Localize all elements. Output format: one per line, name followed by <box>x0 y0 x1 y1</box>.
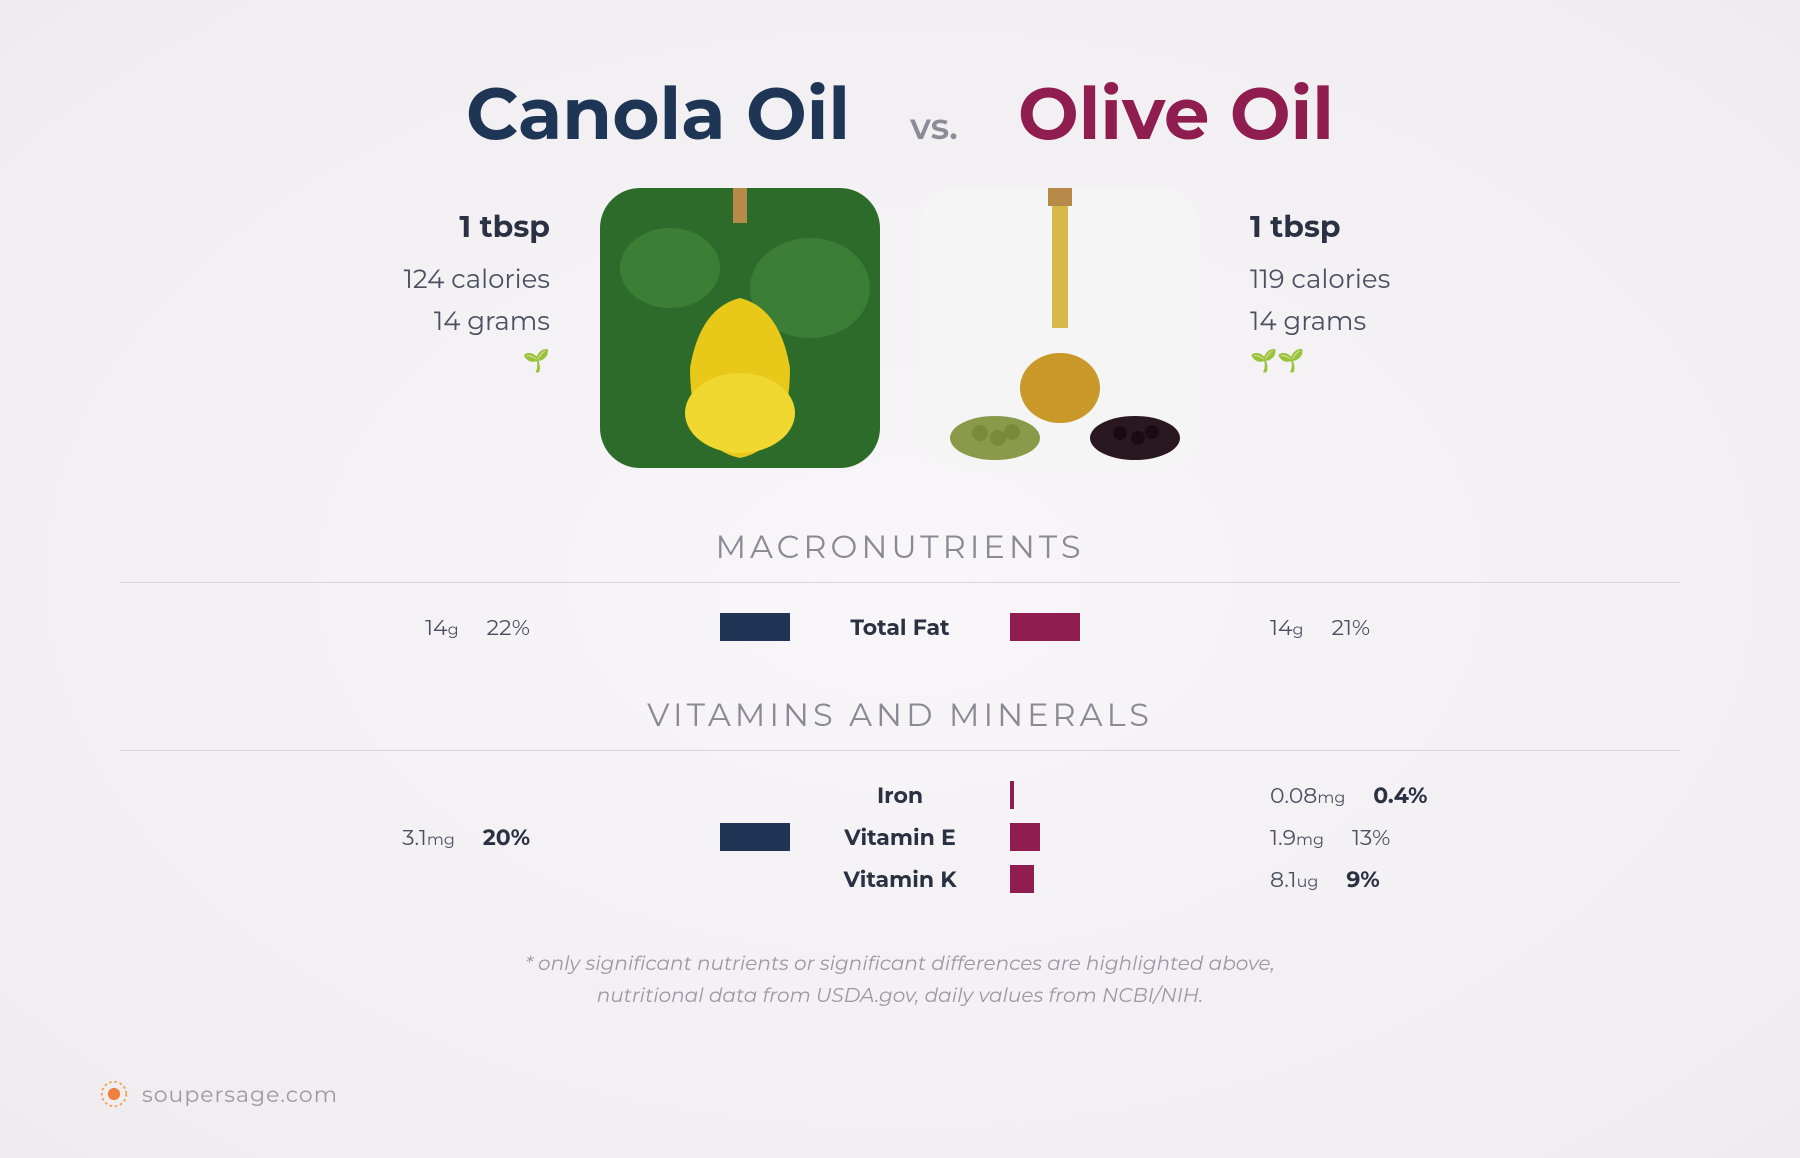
nutrient-name: Iron <box>790 782 1010 809</box>
nutrient-right-value: 14g21% <box>1230 614 1680 641</box>
divider <box>120 582 1680 583</box>
macro-section-title: MACRONUTRIENTS <box>120 528 1680 567</box>
vitamins-section-title: VITAMINS AND MINERALS <box>120 696 1680 735</box>
macro-section: MACRONUTRIENTS 14g22% Total Fat 14g21% <box>120 528 1680 641</box>
left-leaves: 🌱 <box>280 347 550 374</box>
nutrient-right-value: 1.9mg13% <box>1230 824 1680 851</box>
nutrient-row: 3.1mg20% Vitamin E 1.9mg13% <box>120 823 1680 851</box>
left-product-title: Canola Oil <box>466 70 850 158</box>
nutrient-row: 14g22% Total Fat 14g21% <box>120 613 1680 641</box>
nutrient-right-bar <box>1010 781 1230 809</box>
right-stats: 1 tbsp 119 calories 14 grams 🌱🌱 <box>1220 188 1520 374</box>
nutrient-right-value: 0.08mg0.4% <box>1230 782 1680 809</box>
nutrient-right-value: 8.1ug9% <box>1230 866 1680 893</box>
footnote: * only significant nutrients or signific… <box>120 948 1680 1012</box>
vitamins-section: VITAMINS AND MINERALS Iron 0.08mg0.4% 3.1m… <box>120 696 1680 893</box>
nutrient-name: Vitamin E <box>790 824 1010 851</box>
nutrient-left-value: 14g22% <box>120 614 570 641</box>
nutrient-left-bar <box>570 781 790 809</box>
nutrient-right-bar <box>1010 613 1230 641</box>
comparison-header: Canola Oil vs. Olive Oil <box>120 70 1680 158</box>
brand-text: soupersage.com <box>142 1081 338 1108</box>
right-grams: 14 grams <box>1250 305 1520 337</box>
nutrient-left-bar <box>570 613 790 641</box>
right-leaves: 🌱🌱 <box>1250 347 1520 374</box>
nutrient-left-bar <box>570 823 790 851</box>
right-calories: 119 calories <box>1250 263 1520 295</box>
vs-label: vs. <box>910 105 958 149</box>
right-serving: 1 tbsp <box>1250 208 1520 245</box>
left-calories: 124 calories <box>280 263 550 295</box>
left-serving: 1 tbsp <box>280 208 550 245</box>
left-grams: 14 grams <box>280 305 550 337</box>
nutrient-right-bar <box>1010 823 1230 851</box>
right-product-title: Olive Oil <box>1018 70 1334 158</box>
right-product-image <box>920 188 1200 468</box>
nutrient-left-value: 3.1mg20% <box>120 824 570 851</box>
nutrient-left-bar <box>570 865 790 893</box>
left-stats: 1 tbsp 124 calories 14 grams 🌱 <box>280 188 580 374</box>
left-product-image <box>600 188 880 468</box>
footnote-line2: nutritional data from USDA.gov, daily va… <box>120 980 1680 1012</box>
nutrient-right-bar <box>1010 865 1230 893</box>
nutrient-row: Iron 0.08mg0.4% <box>120 781 1680 809</box>
nutrient-name: Vitamin K <box>790 866 1010 893</box>
nutrient-row: Vitamin K 8.1ug9% <box>120 865 1680 893</box>
divider <box>120 750 1680 751</box>
brand-logo-icon <box>100 1080 128 1108</box>
product-row: 1 tbsp 124 calories 14 grams 🌱 1 tbsp 11… <box>120 188 1680 468</box>
footnote-line1: * only significant nutrients or signific… <box>120 948 1680 980</box>
brand-footer: soupersage.com <box>100 1080 338 1108</box>
nutrient-name: Total Fat <box>790 614 1010 641</box>
